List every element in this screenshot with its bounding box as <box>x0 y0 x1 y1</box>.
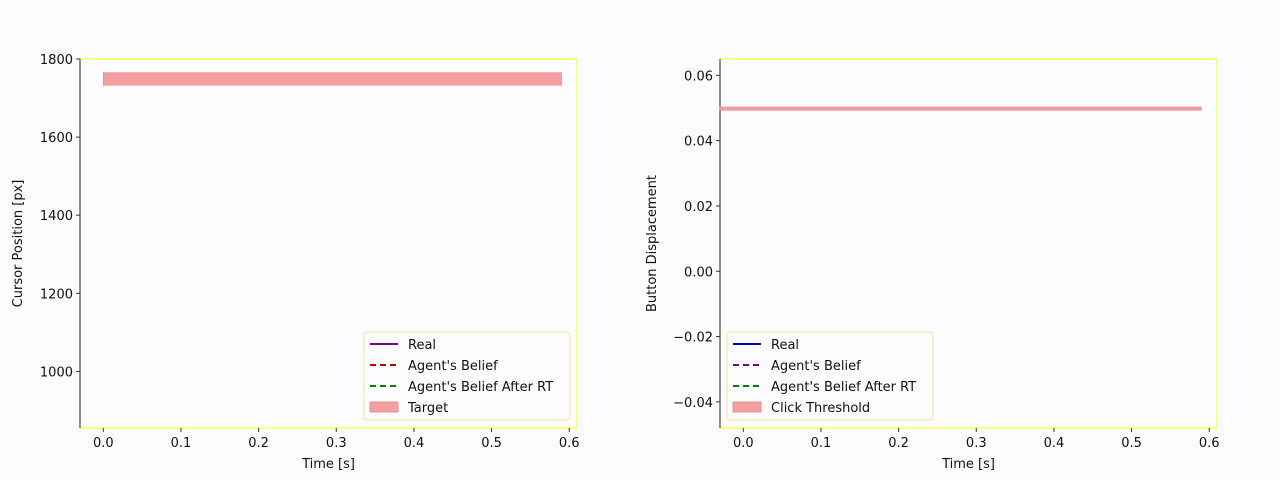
chart2-legend-label: Real <box>771 338 799 353</box>
chart1-legend-label: Target <box>407 401 448 416</box>
chart2-y-tick-label: −0.02 <box>673 331 713 346</box>
chart1-x-tick-label: 0.1 <box>171 436 192 451</box>
chart2-legend-label: Click Threshold <box>771 401 870 416</box>
chart1-x-tick-label: 0.5 <box>481 436 502 451</box>
chart1-legend-handle-patch <box>369 401 399 413</box>
chart2-x-axis-label: Time [s] <box>941 457 995 472</box>
chart1-legend-label: Real <box>408 338 436 353</box>
chart1-y-axis-label: Cursor Position [px] <box>11 180 26 308</box>
chart2-y-tick-label: 0.06 <box>684 69 713 84</box>
chart2-x-tick-label: 0.6 <box>1199 436 1220 451</box>
chart2-x-tick-label: 0.1 <box>811 436 832 451</box>
chart2-y-tick-label: 0.04 <box>684 135 713 150</box>
chart2-legend-label: Agent's Belief After RT <box>771 380 916 395</box>
chart2-x-tick-label: 0.5 <box>1121 436 1142 451</box>
chart1-legend-label: Agent's Belief <box>408 359 498 374</box>
chart1-y-tick-label: 1800 <box>40 53 73 68</box>
chart1-band <box>102 72 562 86</box>
chart1-legend-box <box>363 331 571 421</box>
chart1-x-tick-label: 0.4 <box>404 436 425 451</box>
chart1-x-tick-label: 0.2 <box>248 436 269 451</box>
chart1-x-tick-label: 0.6 <box>559 436 580 451</box>
chart2-legend-label: Agent's Belief <box>771 359 861 374</box>
chart2-legend-handle-patch <box>732 401 762 413</box>
chart2-x-tick-label: 0.0 <box>733 436 754 451</box>
chart1-x-axis-label: Time [s] <box>301 457 355 472</box>
chart2-y-tick-label: 0.02 <box>684 200 713 215</box>
chart1-y-tick-label: 1400 <box>40 209 73 224</box>
chart1-x-tick-label: 0.0 <box>93 436 114 451</box>
chart1-legend-label: Agent's Belief After RT <box>408 380 553 395</box>
chart2-legend-box <box>726 331 934 421</box>
chart2-y-tick-label: −0.04 <box>673 396 713 411</box>
chart1-y-tick-label: 1600 <box>40 131 73 146</box>
chart2-y-axis-label: Button Displacement <box>645 175 660 312</box>
chart2-y-tick-label: 0.00 <box>684 265 713 280</box>
chart2-x-tick-label: 0.3 <box>966 436 987 451</box>
chart1-x-tick-label: 0.3 <box>326 436 347 451</box>
chart1-y-tick-label: 1000 <box>40 365 73 380</box>
chart2-x-tick-label: 0.2 <box>888 436 909 451</box>
chart2-band <box>719 106 1202 111</box>
chart1-y-tick-label: 1200 <box>40 287 73 302</box>
chart2-x-tick-label: 0.4 <box>1044 436 1065 451</box>
